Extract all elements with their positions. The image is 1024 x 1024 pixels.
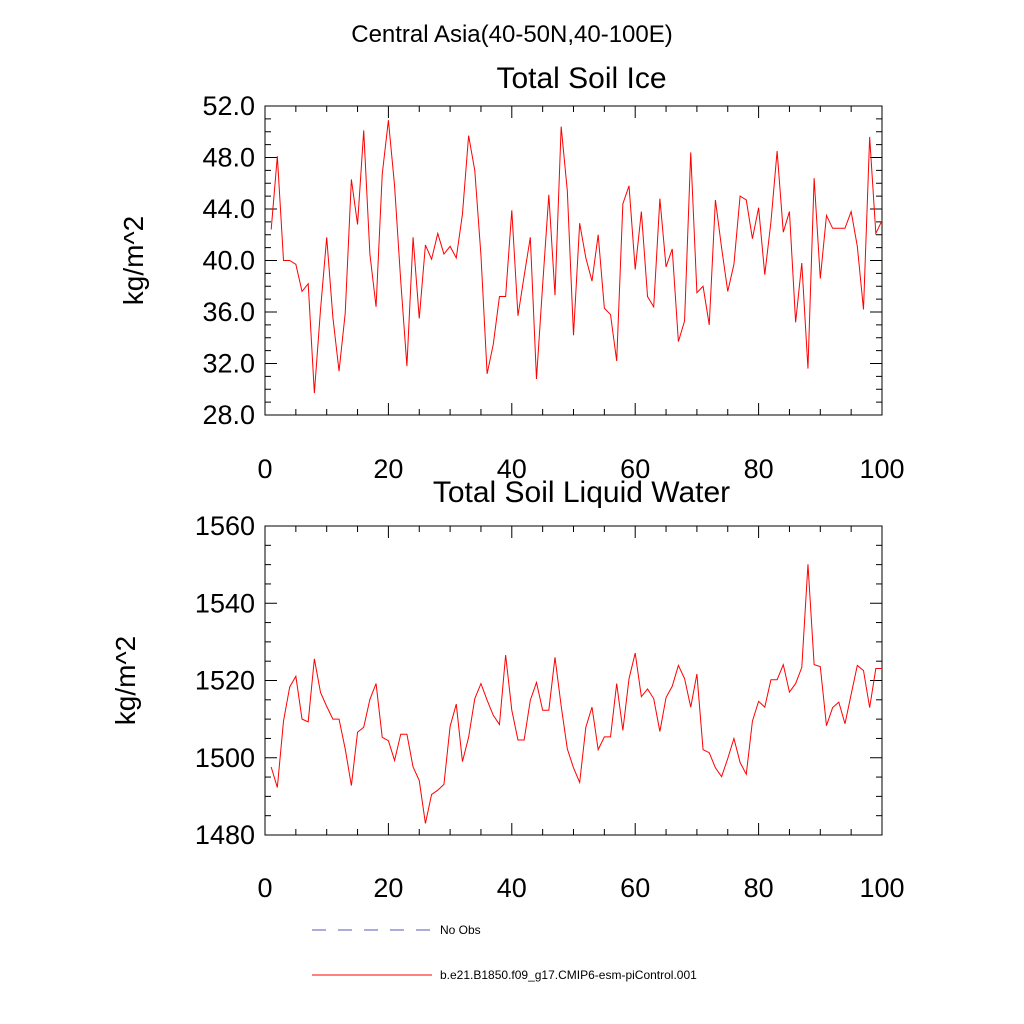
x-tick-label: 40	[497, 873, 527, 903]
x-tick-label: 80	[744, 454, 774, 484]
y-tick-label: 28.0	[202, 400, 255, 430]
legend-no-obs-label: No Obs	[440, 923, 481, 937]
x-tick-label: 20	[373, 454, 403, 484]
y-tick-label: 1480	[195, 820, 255, 850]
y-tick-label: 40.0	[202, 246, 255, 276]
y-tick-label: 36.0	[202, 297, 255, 327]
plot-frame	[264, 105, 883, 416]
x-tick-label: 100	[859, 873, 904, 903]
x-tick-label: 0	[257, 873, 272, 903]
legend-model-label: b.e21.B1850.f09_g17.CMIP6-esm-piControl.…	[440, 968, 697, 982]
y-tick-label: 1560	[195, 511, 255, 541]
y-tick-label: 52.0	[202, 91, 255, 121]
y-tick-label: 32.0	[202, 349, 255, 379]
x-tick-label: 60	[620, 454, 650, 484]
y-tick-label: 1500	[195, 743, 255, 773]
y-axis-label: kg/m^2	[118, 216, 149, 305]
plot-frame	[264, 525, 883, 836]
y-axis-label: kg/m^2	[110, 636, 141, 725]
series-line	[270, 120, 883, 394]
x-tick-label: 20	[373, 873, 403, 903]
x-tick-label: 100	[859, 454, 904, 484]
soil-ice-panel: 0 20 40 60 80 100 28.0 32.0 36.0 40.0 44.0 48.0 52.0…	[118, 62, 905, 484]
x-tick-label: 0	[257, 454, 272, 484]
legend: No Obs b.e21.B1850.f09_g17.CMIP6-esm-piC…	[312, 923, 697, 982]
y-tick-label: 44.0	[202, 194, 255, 224]
y-tick-label: 1520	[195, 666, 255, 696]
x-tick-label: 80	[744, 873, 774, 903]
x-tick-label: 40	[497, 454, 527, 484]
y-tick-label: 1540	[195, 588, 255, 618]
series-line	[270, 564, 882, 824]
figure-suptitle: Central Asia(40-50N,40-100E)	[351, 21, 673, 48]
chart-title: Total Soil Liquid Water	[433, 476, 730, 509]
y-tick-label: 48.0	[202, 143, 255, 173]
chart-title: Total Soil Ice	[496, 62, 666, 95]
soil-liquid-water-panel: 0 20 40 60 80 100 1480 1500 1520 1540 1560 Total So…	[110, 476, 905, 903]
x-tick-label: 60	[620, 873, 650, 903]
